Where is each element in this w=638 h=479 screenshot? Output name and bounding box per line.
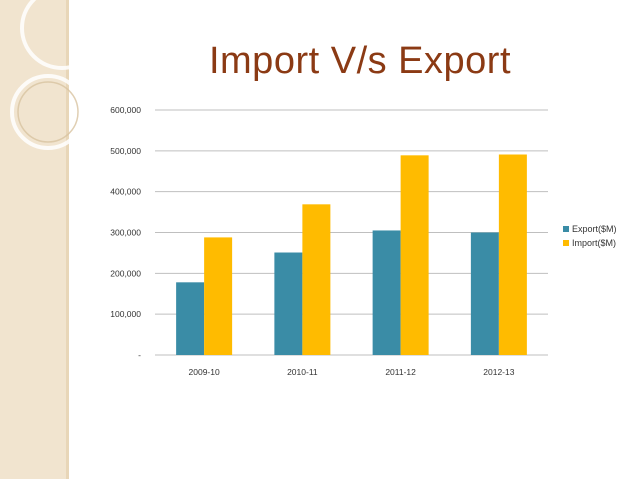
- bar-export-2012-13: [470, 232, 499, 355]
- y-tick-label: -: [138, 350, 141, 360]
- legend-label-import: Import($M): [572, 238, 616, 248]
- x-tick-label: 2010-11: [287, 367, 318, 377]
- legend: Export($M) Import($M): [563, 224, 617, 248]
- legend-swatch-import: [563, 240, 569, 246]
- x-tick-label: 2012-13: [483, 367, 514, 377]
- legend-swatch-export: [563, 226, 569, 232]
- bar-layer: [176, 154, 527, 355]
- bar-export-2010-11: [274, 252, 303, 355]
- bar-import-2010-11: [302, 204, 331, 355]
- bar-import-2009-10: [204, 237, 233, 355]
- bar-export-2011-12: [372, 230, 401, 355]
- x-tick-label: 2011-12: [385, 367, 416, 377]
- axis-layer: - 100,000 200,000 300,000 400,000 500,000 600,…: [110, 105, 514, 377]
- y-tick-label: 600,000: [110, 105, 141, 115]
- y-tick-label: 300,000: [110, 228, 141, 238]
- slide-title: Import V/s Export: [208, 40, 512, 82]
- decorative-ring-upper: [20, 0, 104, 70]
- bar-export-2009-10: [176, 282, 205, 355]
- decorative-ring-lower: [10, 74, 86, 150]
- y-tick-label: 100,000: [110, 309, 141, 319]
- legend-label-export: Export($M): [572, 224, 617, 234]
- y-tick-label: 200,000: [110, 268, 141, 278]
- side-band-stripe: [66, 0, 69, 479]
- y-tick-label: 400,000: [110, 187, 141, 197]
- bar-import-2012-13: [498, 154, 527, 355]
- decorative-ring-outline: [17, 81, 79, 143]
- decorative-rings: [10, 0, 104, 150]
- y-tick-label: 500,000: [110, 146, 141, 156]
- x-tick-label: 2009-10: [189, 367, 220, 377]
- bar-import-2011-12: [400, 155, 429, 355]
